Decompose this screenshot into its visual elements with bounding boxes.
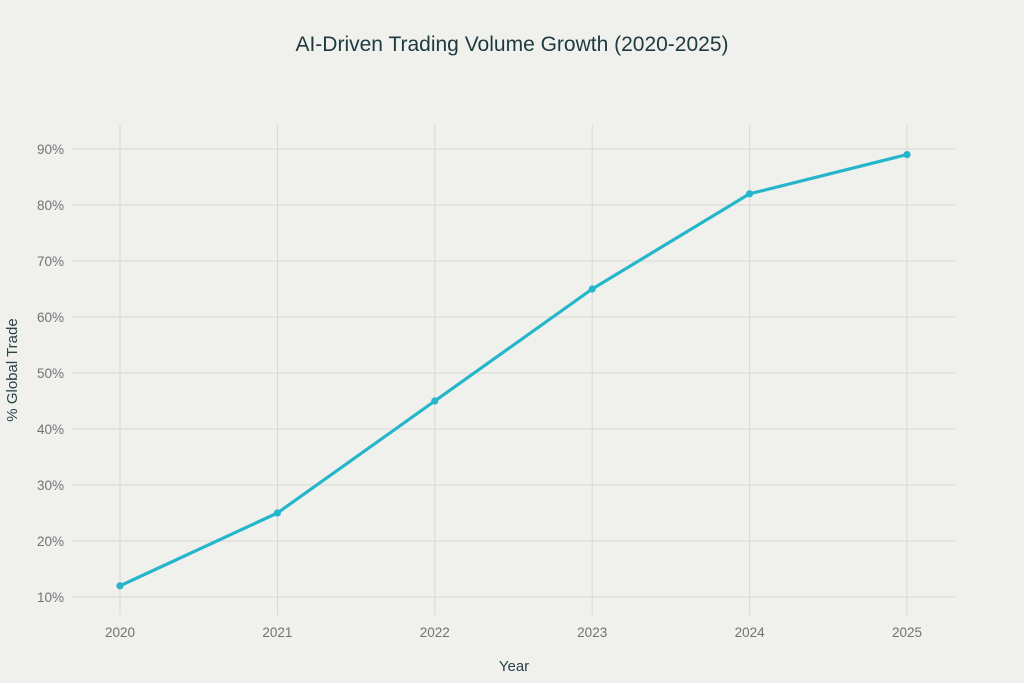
data-point[interactable] xyxy=(588,285,596,293)
x-tick-label: 2024 xyxy=(735,625,766,640)
chart-title: AI-Driven Trading Volume Growth (2020-20… xyxy=(295,33,728,56)
y-axis-title: % Global Trade xyxy=(4,318,21,421)
y-tick-label: 70% xyxy=(37,254,64,269)
x-tick-label: 2021 xyxy=(262,625,292,640)
x-tick-label: 2025 xyxy=(892,625,922,640)
y-tick-label: 90% xyxy=(37,142,64,157)
data-point[interactable] xyxy=(903,151,911,159)
x-gridlines xyxy=(119,125,908,615)
y-tick-label: 50% xyxy=(37,366,64,381)
x-tick-label: 2022 xyxy=(420,625,450,640)
data-point[interactable] xyxy=(746,190,754,198)
data-point[interactable] xyxy=(116,582,124,590)
x-axis-title: Year xyxy=(499,658,529,675)
data-point[interactable] xyxy=(431,397,439,405)
x-tick-label: 2023 xyxy=(577,625,607,640)
y-tick-label: 30% xyxy=(37,478,64,493)
x-tick-label: 2020 xyxy=(105,625,135,640)
data-point[interactable] xyxy=(273,509,281,517)
y-tick-label: 80% xyxy=(37,198,64,213)
series-line xyxy=(118,153,909,588)
series-group xyxy=(116,151,911,590)
x-tick-labels: 2020 2021 2022 2023 2024 2025 xyxy=(105,625,922,640)
y-tick-label: 60% xyxy=(37,310,64,325)
y-tick-labels: 10% 20% 30% 40% 50% 60% 70% 80% 90% xyxy=(37,142,64,605)
y-gridlines xyxy=(72,148,955,598)
y-tick-label: 20% xyxy=(37,534,64,549)
y-tick-label: 40% xyxy=(37,422,64,437)
y-tick-label: 10% xyxy=(37,590,64,605)
